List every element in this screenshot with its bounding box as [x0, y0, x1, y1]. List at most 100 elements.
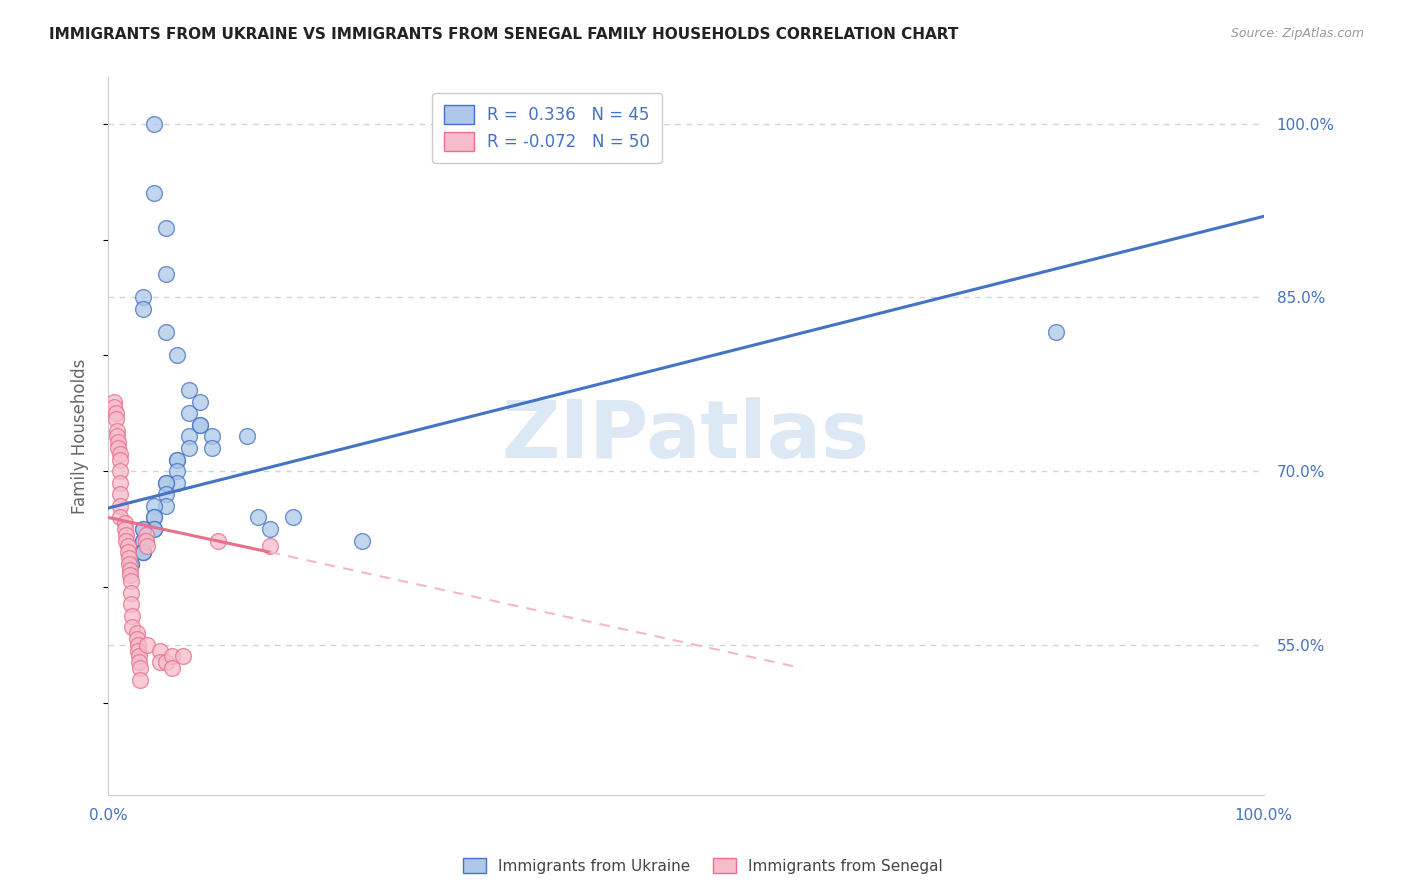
- Point: [115, 528, 138, 542]
- Point: [131, 301, 153, 316]
- Point: [131, 533, 153, 548]
- Point: [128, 649, 150, 664]
- Point: [131, 522, 153, 536]
- Point: [155, 487, 177, 501]
- Point: [103, 394, 125, 409]
- Legend: Immigrants from Ukraine, Immigrants from Senegal: Immigrants from Ukraine, Immigrants from…: [457, 852, 949, 880]
- Point: [131, 545, 153, 559]
- Point: [259, 540, 281, 554]
- Point: [143, 522, 166, 536]
- Point: [108, 499, 131, 513]
- Point: [105, 412, 128, 426]
- Point: [143, 522, 166, 536]
- Point: [177, 406, 200, 420]
- Point: [108, 452, 131, 467]
- Point: [117, 540, 139, 554]
- Point: [177, 429, 200, 443]
- Point: [105, 429, 128, 443]
- Point: [120, 557, 142, 571]
- Point: [127, 638, 149, 652]
- Text: Source: ZipAtlas.com: Source: ZipAtlas.com: [1230, 27, 1364, 40]
- Point: [143, 117, 166, 131]
- Point: [177, 441, 200, 455]
- Point: [190, 394, 212, 409]
- Point: [247, 510, 270, 524]
- Point: [201, 441, 224, 455]
- Point: [166, 452, 188, 467]
- Point: [135, 533, 157, 548]
- Point: [120, 557, 142, 571]
- Point: [166, 452, 188, 467]
- Point: [131, 545, 153, 559]
- Point: [172, 649, 194, 664]
- Point: [155, 475, 177, 490]
- Point: [160, 649, 183, 664]
- Point: [121, 620, 143, 634]
- Point: [131, 522, 153, 536]
- Point: [105, 406, 128, 420]
- Point: [107, 441, 129, 455]
- Point: [108, 510, 131, 524]
- Point: [127, 643, 149, 657]
- Point: [129, 673, 152, 687]
- Point: [155, 267, 177, 281]
- Point: [135, 528, 157, 542]
- Point: [114, 516, 136, 531]
- Point: [105, 424, 128, 438]
- Point: [160, 661, 183, 675]
- Point: [108, 447, 131, 461]
- Legend: R =  0.336   N = 45, R = -0.072   N = 50: R = 0.336 N = 45, R = -0.072 N = 50: [432, 93, 662, 163]
- Point: [115, 533, 138, 548]
- Point: [166, 464, 188, 478]
- Point: [281, 510, 304, 524]
- Point: [118, 550, 141, 565]
- Point: [166, 475, 188, 490]
- Point: [108, 487, 131, 501]
- Point: [201, 429, 224, 443]
- Text: IMMIGRANTS FROM UKRAINE VS IMMIGRANTS FROM SENEGAL FAMILY HOUSEHOLDS CORRELATION: IMMIGRANTS FROM UKRAINE VS IMMIGRANTS FR…: [49, 27, 959, 42]
- Point: [114, 522, 136, 536]
- Point: [149, 643, 172, 657]
- Point: [259, 522, 281, 536]
- Point: [120, 574, 142, 588]
- Point: [108, 475, 131, 490]
- Y-axis label: Family Households: Family Households: [72, 359, 89, 514]
- Point: [129, 661, 152, 675]
- Point: [235, 429, 257, 443]
- Point: [155, 499, 177, 513]
- Point: [108, 464, 131, 478]
- Point: [118, 557, 141, 571]
- Point: [143, 510, 166, 524]
- Point: [155, 475, 177, 490]
- Point: [143, 499, 166, 513]
- Point: [177, 383, 200, 397]
- Point: [136, 540, 159, 554]
- Point: [117, 545, 139, 559]
- Point: [155, 655, 177, 669]
- Point: [190, 417, 212, 432]
- Point: [143, 186, 166, 201]
- Point: [190, 417, 212, 432]
- Point: [155, 221, 177, 235]
- Point: [149, 655, 172, 669]
- Point: [131, 545, 153, 559]
- Point: [107, 435, 129, 450]
- Point: [120, 585, 142, 599]
- Point: [125, 632, 148, 646]
- Point: [131, 533, 153, 548]
- Point: [1045, 325, 1067, 339]
- Point: [120, 597, 142, 611]
- Point: [118, 568, 141, 582]
- Point: [352, 533, 374, 548]
- Point: [125, 626, 148, 640]
- Point: [121, 608, 143, 623]
- Point: [118, 562, 141, 576]
- Point: [207, 533, 229, 548]
- Point: [131, 290, 153, 304]
- Point: [103, 401, 125, 415]
- Text: ZIPatlas: ZIPatlas: [502, 397, 870, 475]
- Point: [136, 638, 159, 652]
- Point: [166, 348, 188, 362]
- Point: [143, 510, 166, 524]
- Point: [128, 655, 150, 669]
